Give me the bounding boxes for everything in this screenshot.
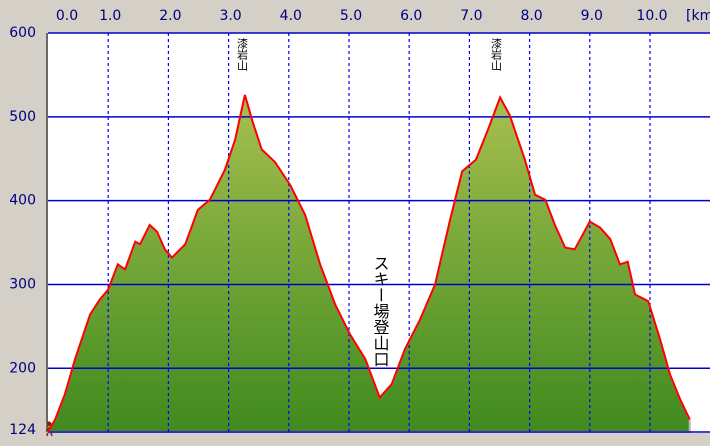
elevation-line	[47, 94, 691, 433]
annotation: 漆岩山	[490, 38, 503, 71]
annotation: スキー場登山口	[371, 255, 390, 367]
y-tick-label: 300	[9, 276, 36, 292]
y-tick-label: 600	[9, 25, 36, 41]
y-tick-label: 500	[9, 109, 36, 125]
y-tick-label: 124	[9, 422, 36, 438]
x-tick-label: 6.0	[400, 8, 422, 24]
y-tick-label: 200	[9, 360, 36, 376]
x-tick-label: 3.0	[219, 8, 241, 24]
x-tick-label: 4.0	[280, 8, 302, 24]
x-tick-label: 9.0	[581, 8, 603, 24]
x-tick-label: 2.0	[159, 8, 181, 24]
x-tick-label: 10.0	[636, 8, 667, 24]
x-tick-label: 5.0	[340, 8, 362, 24]
x-tick-label: 8.0	[520, 8, 542, 24]
x-tick-label: 7.0	[460, 8, 482, 24]
x-tick-label: 0.0	[56, 8, 78, 24]
x-axis-label: [km]	[686, 8, 710, 24]
y-tick-label: 400	[9, 193, 36, 209]
x-tick-label: 1.0	[99, 8, 121, 24]
annotation: 漆岩山	[236, 38, 249, 71]
